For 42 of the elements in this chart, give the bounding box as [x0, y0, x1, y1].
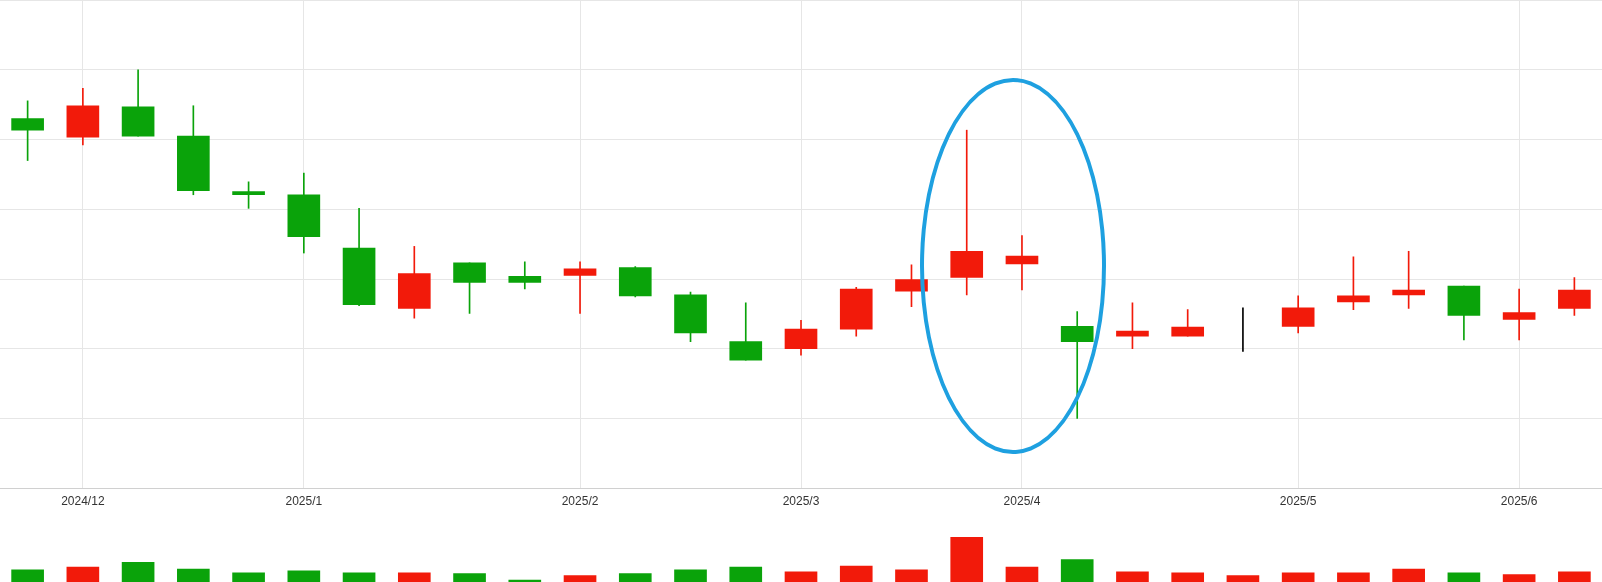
bar	[895, 569, 928, 582]
bar	[508, 579, 542, 582]
x-tick-label: 2025/3	[782, 494, 820, 509]
bar	[287, 570, 321, 582]
x-tick-label: 2024/12	[61, 494, 105, 509]
candlestick	[1005, 235, 1039, 291]
bar	[784, 571, 818, 582]
bar	[177, 568, 210, 582]
bar	[453, 573, 486, 582]
bar	[618, 573, 652, 582]
candlestick	[1502, 288, 1536, 341]
x-tick-label: 2025/5	[1279, 494, 1317, 509]
candlestick	[508, 261, 542, 290]
bar	[674, 569, 707, 582]
bar	[1005, 566, 1039, 582]
bar	[729, 566, 763, 582]
candlestick	[563, 261, 597, 314]
bar	[342, 572, 376, 582]
bar	[950, 537, 984, 582]
bar	[1281, 572, 1315, 582]
bar	[1502, 574, 1536, 582]
bar	[66, 566, 100, 582]
bar	[397, 572, 431, 582]
bar	[11, 569, 44, 582]
bar	[839, 565, 873, 582]
candlestick	[1060, 311, 1094, 419]
bar	[1116, 571, 1149, 582]
bar	[563, 575, 597, 582]
bar	[1447, 572, 1481, 582]
bar	[121, 562, 155, 582]
bar	[1337, 572, 1370, 582]
bar	[1060, 559, 1094, 582]
x-tick-label: 2025/1	[285, 494, 323, 509]
x-tick-label: 2025/2	[561, 494, 599, 509]
bar	[1558, 571, 1591, 582]
x-tick-label: 2025/6	[1500, 494, 1538, 509]
bar	[1226, 575, 1260, 582]
bar	[232, 572, 265, 582]
bar	[1171, 572, 1205, 582]
bar	[1392, 568, 1425, 582]
candlestick	[950, 129, 984, 296]
x-tick-label: 2025/4	[1003, 494, 1041, 509]
